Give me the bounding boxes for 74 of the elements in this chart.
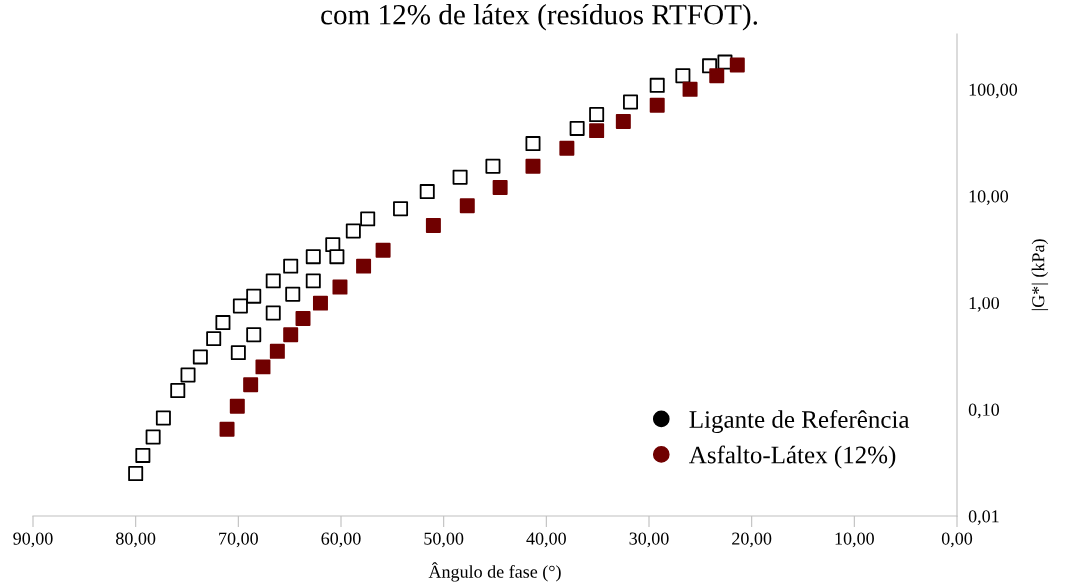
point — [246, 288, 262, 304]
point — [170, 383, 186, 399]
point — [459, 198, 475, 214]
y-tick-label: 0,01 — [968, 510, 999, 526]
point — [269, 343, 285, 359]
point — [589, 123, 605, 139]
point — [206, 331, 222, 347]
point — [230, 345, 246, 361]
point — [255, 359, 271, 375]
point — [232, 298, 248, 314]
point — [649, 97, 665, 113]
chart-title: com 12% de látex (resíduos RTFOT). — [321, 4, 758, 31]
point — [243, 377, 259, 393]
x-tick-label: 90,00 — [13, 532, 53, 548]
x-tick-label: 70,00 — [219, 532, 258, 548]
point — [682, 81, 698, 97]
point — [345, 223, 361, 239]
legend-label: Ligante de Referência — [689, 410, 910, 434]
point — [525, 158, 541, 174]
point — [283, 258, 299, 274]
x-tick-label: 30,00 — [629, 532, 669, 548]
x-tick-label: 0,00 — [941, 532, 973, 548]
point — [452, 169, 468, 185]
y-tick-label: 0,10 — [968, 403, 1000, 419]
point — [589, 107, 605, 123]
y-tick-label: 10,00 — [969, 190, 1009, 206]
point — [485, 158, 501, 174]
x-tick-label: 60,00 — [321, 532, 361, 548]
point — [356, 258, 372, 274]
point — [709, 68, 725, 84]
point — [265, 273, 281, 289]
point — [569, 120, 585, 136]
y-tick-label: 100,00 — [969, 83, 1018, 99]
y-tick-label: 1,00 — [969, 296, 1000, 312]
point — [192, 349, 208, 365]
point — [360, 211, 376, 227]
point — [295, 311, 311, 327]
point — [559, 140, 575, 156]
point — [180, 367, 196, 383]
point — [425, 217, 441, 233]
x-tick-label: 80,00 — [116, 532, 156, 548]
legend-label: Asfalto-Látex (12%) — [689, 445, 896, 469]
point — [128, 466, 144, 482]
point — [305, 249, 321, 265]
x-tick-label: 20,00 — [732, 532, 772, 548]
point — [246, 327, 262, 343]
point — [525, 136, 541, 152]
point — [623, 94, 639, 110]
point — [649, 77, 665, 93]
point — [305, 273, 321, 289]
y-axis-title: |G*| (kPa) — [1031, 239, 1049, 311]
point — [615, 113, 631, 129]
point — [155, 410, 171, 426]
x-tick-label: 40,00 — [526, 532, 566, 548]
x-axis-title: Ângulo de fase (°) — [428, 562, 561, 582]
point — [219, 421, 235, 437]
point — [285, 286, 301, 302]
point — [675, 68, 691, 84]
point — [375, 242, 391, 258]
point — [229, 398, 245, 414]
point — [419, 184, 435, 200]
x-tick-label: 50,00 — [424, 532, 464, 548]
point — [332, 279, 348, 295]
point — [135, 447, 151, 463]
point — [312, 295, 328, 311]
point — [329, 249, 345, 265]
point — [215, 315, 231, 331]
point — [265, 305, 281, 321]
point — [283, 327, 299, 343]
point — [145, 429, 161, 445]
point — [393, 201, 409, 217]
x-tick-label: 10,00 — [835, 532, 874, 548]
point — [492, 180, 508, 196]
point — [729, 57, 745, 73]
